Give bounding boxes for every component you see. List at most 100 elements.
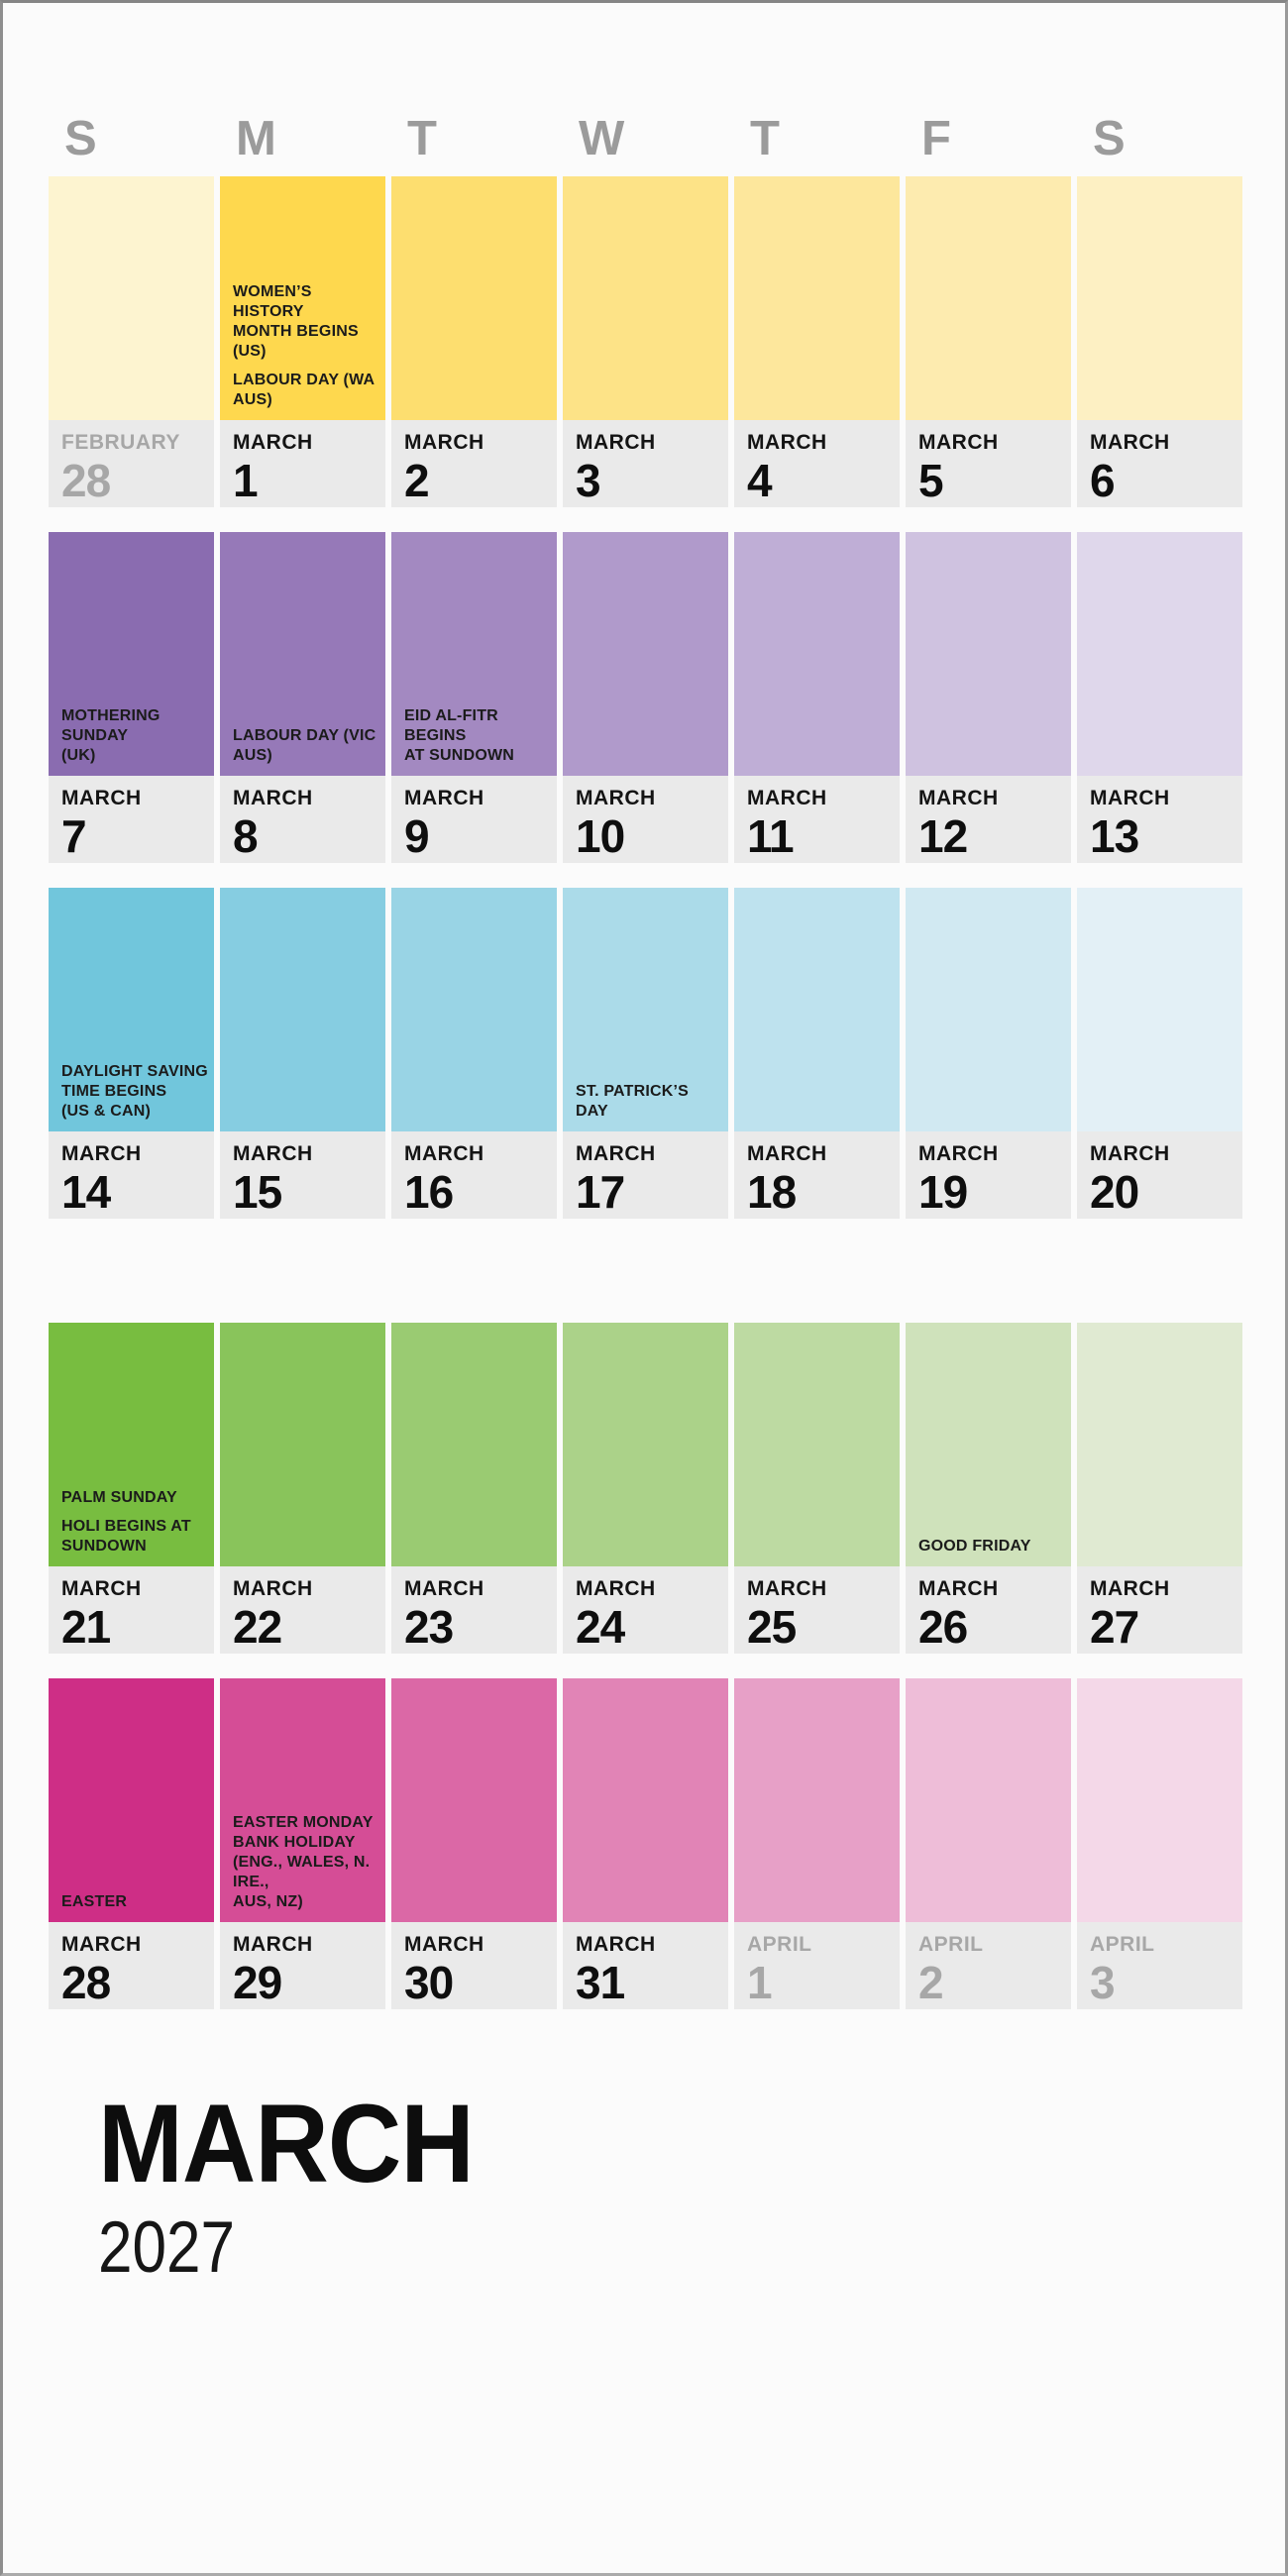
date-month-label: MARCH — [61, 1933, 142, 1956]
date-number: 3 — [576, 455, 601, 506]
day-march-17: ST. PATRICK’S DAY MARCH 17 — [563, 888, 728, 1219]
day-march-30: MARCH 30 — [391, 1678, 557, 2009]
date-band: MARCH 16 — [391, 1131, 557, 1219]
day-color-swatch — [1077, 888, 1242, 1131]
date-band: MARCH 12 — [906, 776, 1071, 863]
day-march-14: DAYLIGHT SAVING TIME BEGINS (US & CAN) MA… — [49, 888, 214, 1219]
day-march-31: MARCH 31 — [563, 1678, 728, 2009]
day-april-3: APRIL 3 — [1077, 1678, 1242, 2009]
week-row: DAYLIGHT SAVING TIME BEGINS (US & CAN) MA… — [49, 888, 1242, 1219]
holiday-list: GOOD FRIDAY — [918, 1537, 1065, 1556]
calendar-footer: MARCH 2027 — [98, 2089, 1242, 2288]
date-band: APRIL 1 — [734, 1922, 900, 2009]
date-number: 1 — [233, 455, 259, 506]
holiday-label: LABOUR DAY (VIC AUS) — [233, 727, 376, 764]
holiday-list: LABOUR DAY (VIC AUS) — [233, 726, 379, 766]
day-color-swatch — [1077, 176, 1242, 420]
date-band: MARCH 11 — [734, 776, 900, 863]
day-color-swatch: MOTHERING SUNDAY (UK) — [49, 532, 214, 776]
holiday-list: WOMEN’S HISTORY MONTH BEGINS (US) LABOUR … — [233, 282, 379, 410]
date-number: 15 — [233, 1166, 282, 1218]
day-february-28: FEBRUARY 28 — [49, 176, 214, 507]
day-color-swatch — [220, 888, 385, 1131]
date-month-label: MARCH — [61, 1142, 142, 1165]
week-row: MOTHERING SUNDAY (UK) MARCH 7 LABOUR DAY (V… — [49, 532, 1242, 863]
year-title: 2027 — [98, 2207, 236, 2288]
date-number: 2 — [918, 1957, 944, 2008]
date-number: 28 — [61, 455, 111, 506]
date-band: MARCH 25 — [734, 1566, 900, 1654]
day-march-26: GOOD FRIDAY MARCH 26 — [906, 1323, 1071, 1654]
date-month-label: MARCH — [918, 787, 999, 809]
day-march-25: MARCH 25 — [734, 1323, 900, 1654]
weekday-header: F — [921, 112, 951, 165]
date-band: MARCH 18 — [734, 1131, 900, 1219]
day-color-swatch — [563, 176, 728, 420]
day-march-13: MARCH 13 — [1077, 532, 1242, 863]
holiday-label: HOLI BEGINS AT SUNDOWN — [61, 1518, 191, 1555]
date-month-label: APRIL — [918, 1933, 984, 1956]
day-color-swatch: LABOUR DAY (VIC AUS) — [220, 532, 385, 776]
date-number: 6 — [1090, 455, 1116, 506]
day-march-12: MARCH 12 — [906, 532, 1071, 863]
date-month-label: MARCH — [61, 787, 142, 809]
day-march-24: MARCH 24 — [563, 1323, 728, 1654]
day-march-16: MARCH 16 — [391, 888, 557, 1219]
date-month-label: FEBRUARY — [61, 431, 180, 454]
date-band: MARCH 4 — [734, 420, 900, 507]
date-band: APRIL 3 — [1077, 1922, 1242, 2009]
date-number: 26 — [918, 1601, 968, 1653]
date-number: 22 — [233, 1601, 282, 1653]
day-march-1: WOMEN’S HISTORY MONTH BEGINS (US) LABOUR … — [220, 176, 385, 507]
date-month-label: APRIL — [747, 1933, 812, 1956]
date-month-label: MARCH — [918, 1142, 999, 1165]
date-number: 12 — [918, 810, 968, 862]
date-number: 31 — [576, 1957, 625, 2008]
holiday-label: ST. PATRICK’S DAY — [576, 1083, 690, 1120]
date-band: FEBRUARY 28 — [49, 420, 214, 507]
date-number: 30 — [404, 1957, 454, 2008]
date-number: 21 — [61, 1601, 111, 1653]
day-color-swatch: EASTER MONDAY BANK HOLIDAY (ENG., WALES,… — [220, 1678, 385, 1922]
date-number: 1 — [747, 1957, 773, 2008]
holiday-label: PALM SUNDAY — [61, 1489, 177, 1506]
date-month-label: MARCH — [576, 787, 656, 809]
day-march-22: MARCH 22 — [220, 1323, 385, 1654]
holiday-label: GOOD FRIDAY — [918, 1538, 1031, 1555]
day-color-swatch — [1077, 1323, 1242, 1566]
day-march-5: MARCH 5 — [906, 176, 1071, 507]
day-march-7: MOTHERING SUNDAY (UK) MARCH 7 — [49, 532, 214, 863]
date-month-label: MARCH — [61, 1577, 142, 1600]
date-month-label: MARCH — [233, 431, 313, 454]
date-number: 28 — [61, 1957, 111, 2008]
date-band: MARCH 14 — [49, 1131, 214, 1219]
date-band: APRIL 2 — [906, 1922, 1071, 2009]
week-row: PALM SUNDAY HOLI BEGINS AT SUNDOWN MARCH 21… — [49, 1323, 1242, 1654]
date-band: MARCH 2 — [391, 420, 557, 507]
day-march-28: EASTER MARCH 28 — [49, 1678, 214, 2009]
day-march-20: MARCH 20 — [1077, 888, 1242, 1219]
day-march-9: EID AL-FITR BEGINS AT SUNDOWN MARCH 9 — [391, 532, 557, 863]
date-number: 16 — [404, 1166, 454, 1218]
day-april-2: APRIL 2 — [906, 1678, 1071, 2009]
date-month-label: MARCH — [747, 431, 827, 454]
day-march-27: MARCH 27 — [1077, 1323, 1242, 1654]
weekday-header: S — [1093, 112, 1126, 165]
date-month-label: MARCH — [576, 431, 656, 454]
holiday-list: DAYLIGHT SAVING TIME BEGINS (US & CAN) — [61, 1062, 208, 1122]
date-number: 10 — [576, 810, 625, 862]
date-number: 17 — [576, 1166, 625, 1218]
date-band: MARCH 28 — [49, 1922, 214, 2009]
date-band: MARCH 21 — [49, 1566, 214, 1654]
holiday-label: MOTHERING SUNDAY (UK) — [61, 707, 161, 764]
day-color-swatch — [1077, 1678, 1242, 1922]
date-month-label: MARCH — [1090, 1577, 1170, 1600]
day-color-swatch — [563, 532, 728, 776]
date-band: MARCH 13 — [1077, 776, 1242, 863]
date-band: MARCH 29 — [220, 1922, 385, 2009]
weekday-header: W — [579, 112, 625, 165]
date-band: MARCH 17 — [563, 1131, 728, 1219]
